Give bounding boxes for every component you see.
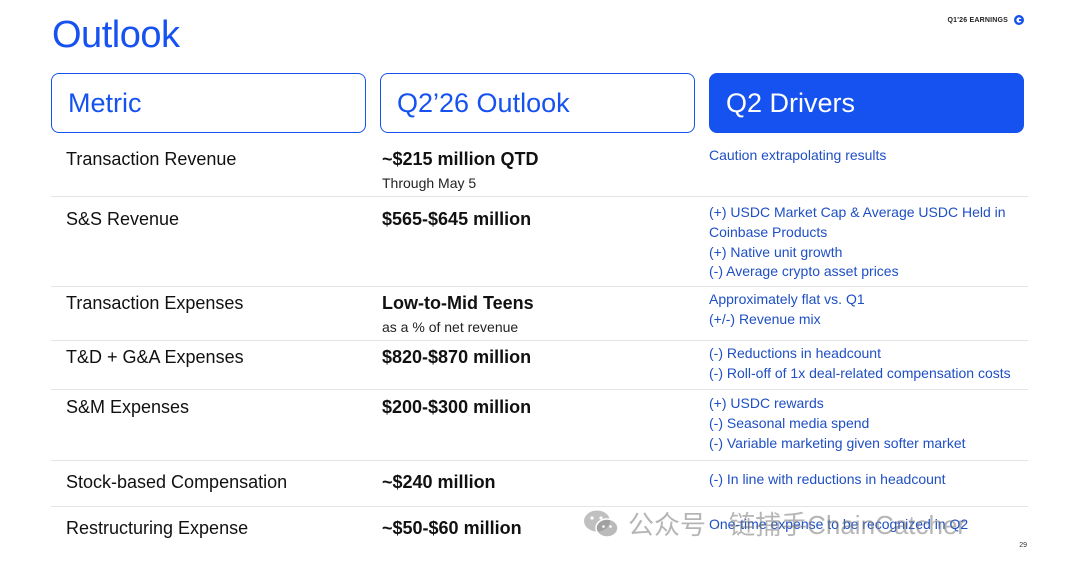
driver-line: (+/-) Revenue mix	[709, 310, 821, 327]
driver-line: (+) USDC rewards	[709, 395, 824, 411]
driver-line: One-time expense to be recognized in Q2	[709, 516, 969, 532]
driver-line: Coinbase Products	[709, 223, 828, 240]
driver-line: Approximately flat vs. Q1	[709, 291, 865, 307]
drivers-cell: One-time expense to be recognized in Q2	[709, 515, 968, 535]
driver-line: (-) Variable marketing given softer mark…	[709, 434, 966, 451]
outlook-value: $820-$870 million	[382, 347, 532, 367]
drivers-cell: (+) USDC rewards (-) Seasonal media spen…	[709, 394, 966, 453]
driver-line: Caution extrapolating results	[709, 147, 887, 163]
header-outlook: Q2’26 Outlook	[380, 73, 695, 133]
header-metric: Metric	[51, 73, 366, 133]
metric-cell: Stock-based Compensation	[66, 472, 288, 492]
outlook-value: $565-$645 million	[382, 209, 532, 229]
outlook-note: as a % of net revenue	[382, 319, 519, 335]
outlook-cell: $565-$645 million	[382, 209, 531, 230]
driver-line: (+) USDC Market Cap & Average USDC Held …	[709, 204, 1006, 220]
outlook-value: $200-$300 million	[382, 397, 532, 417]
metric-cell: Transaction Expenses	[66, 293, 244, 313]
outlook-cell: Low-to-Mid Teens as a % of net revenue	[382, 293, 534, 335]
outlook-value: ~$215 million QTD	[382, 149, 539, 169]
table-row: Restructuring Expense ~$50-$60 million O…	[51, 507, 1028, 553]
outlook-value: ~$240 million	[382, 472, 496, 492]
metric-cell: T&D + G&A Expenses	[66, 347, 244, 367]
metric-cell: S&S Revenue	[66, 209, 180, 229]
drivers-cell: (-) Reductions in headcount (-) Roll-off…	[709, 344, 1011, 384]
header-drivers: Q2 Drivers	[709, 73, 1024, 133]
table-row: S&M Expenses $200-$300 million (+) USDC …	[51, 390, 1028, 461]
table-row: Stock-based Compensation ~$240 million (…	[51, 461, 1028, 507]
page-title: Outlook	[52, 14, 180, 56]
table-row: Transaction Revenue ~$215 million QTD Th…	[51, 140, 1028, 197]
metric-cell: S&M Expenses	[66, 397, 190, 417]
outlook-cell: ~$240 million	[382, 472, 496, 493]
metric-cell: Restructuring Expense	[66, 518, 249, 538]
outlook-table: Transaction Revenue ~$215 million QTD Th…	[51, 140, 1028, 553]
outlook-cell: ~$215 million QTD Through May 5	[382, 149, 539, 191]
driver-line: (-) In line with reductions in headcount	[709, 471, 946, 487]
driver-line: (-) Roll-off of 1x deal-related compensa…	[709, 364, 1011, 381]
drivers-cell: (-) In line with reductions in headcount	[709, 470, 946, 490]
page-number: 29	[1019, 542, 1027, 549]
drivers-cell: (+) USDC Market Cap & Average USDC Held …	[709, 203, 1006, 282]
driver-line: (-) Seasonal media spend	[709, 414, 870, 431]
metric-cell: Transaction Revenue	[66, 149, 237, 169]
earnings-label: Q1'26 EARNINGS	[947, 16, 1008, 24]
table-row: S&S Revenue $565-$645 million (+) USDC M…	[51, 197, 1028, 287]
table-row: T&D + G&A Expenses $820-$870 million (-)…	[51, 341, 1028, 390]
driver-line: (-) Reductions in headcount	[709, 345, 881, 361]
outlook-cell: $820-$870 million	[382, 347, 531, 368]
outlook-cell: ~$50-$60 million	[382, 518, 522, 539]
drivers-cell: Approximately flat vs. Q1 (+/-) Revenue …	[709, 290, 865, 330]
coinbase-logo-icon	[1014, 15, 1024, 25]
table-row: Transaction Expenses Low-to-Mid Teens as…	[51, 287, 1028, 341]
outlook-note: Through May 5	[382, 175, 477, 191]
driver-line: (-) Average crypto asset prices	[709, 263, 899, 280]
slide-label: Q1'26 EARNINGS	[948, 15, 1024, 25]
driver-line: (+) Native unit growth	[709, 243, 843, 260]
outlook-cell: $200-$300 million	[382, 397, 531, 418]
outlook-value: Low-to-Mid Teens	[382, 293, 534, 313]
drivers-cell: Caution extrapolating results	[709, 146, 886, 166]
outlook-value: ~$50-$60 million	[382, 518, 522, 538]
